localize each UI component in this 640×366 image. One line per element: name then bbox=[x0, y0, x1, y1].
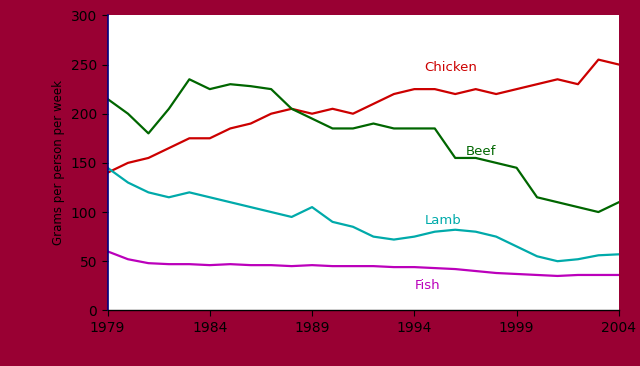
Text: Beef: Beef bbox=[465, 145, 496, 158]
Text: Lamb: Lamb bbox=[424, 214, 461, 227]
Text: Chicken: Chicken bbox=[424, 61, 477, 74]
Y-axis label: Grams per person per week: Grams per person per week bbox=[52, 81, 65, 245]
Text: Fish: Fish bbox=[414, 279, 440, 292]
